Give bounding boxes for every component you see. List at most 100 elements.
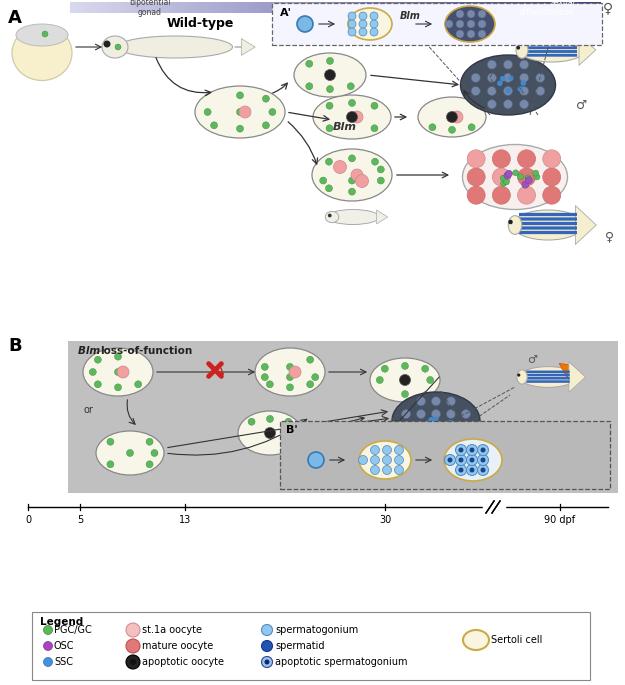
- Text: PGC/GC: PGC/GC: [54, 625, 92, 635]
- Bar: [253, 2, 256, 13]
- Circle shape: [114, 384, 121, 391]
- Bar: [382, 2, 386, 13]
- Circle shape: [126, 623, 140, 637]
- Bar: [441, 2, 444, 13]
- Circle shape: [262, 95, 269, 102]
- Circle shape: [351, 111, 363, 123]
- Bar: [420, 2, 423, 13]
- Bar: [322, 2, 325, 13]
- Circle shape: [446, 435, 456, 444]
- Bar: [189, 2, 192, 13]
- FancyBboxPatch shape: [527, 47, 577, 49]
- Bar: [277, 2, 280, 13]
- Circle shape: [518, 150, 536, 168]
- Circle shape: [378, 166, 384, 173]
- Bar: [356, 2, 359, 13]
- Circle shape: [456, 445, 466, 456]
- Circle shape: [402, 422, 411, 432]
- Circle shape: [269, 108, 276, 116]
- Circle shape: [522, 181, 529, 188]
- Circle shape: [536, 73, 545, 82]
- Bar: [494, 2, 497, 13]
- Bar: [86, 2, 89, 13]
- Text: Blm: Blm: [333, 122, 357, 132]
- Circle shape: [456, 455, 466, 466]
- Circle shape: [326, 125, 333, 132]
- Circle shape: [401, 390, 409, 397]
- FancyArrowPatch shape: [377, 210, 388, 224]
- Circle shape: [126, 655, 140, 669]
- Bar: [96, 2, 99, 13]
- Circle shape: [488, 73, 496, 82]
- Circle shape: [448, 458, 452, 462]
- Circle shape: [44, 641, 53, 651]
- Bar: [589, 2, 592, 13]
- Circle shape: [466, 445, 478, 456]
- Circle shape: [459, 447, 464, 453]
- Bar: [213, 2, 216, 13]
- Bar: [544, 2, 548, 13]
- Circle shape: [492, 150, 511, 168]
- Ellipse shape: [325, 212, 339, 223]
- Ellipse shape: [392, 392, 480, 450]
- Text: or: or: [83, 405, 93, 415]
- Bar: [316, 2, 319, 13]
- Bar: [202, 2, 206, 13]
- Circle shape: [285, 419, 292, 425]
- Circle shape: [326, 158, 332, 165]
- Bar: [121, 2, 124, 13]
- Bar: [198, 2, 201, 13]
- Circle shape: [467, 30, 475, 38]
- Text: Blm: Blm: [400, 11, 421, 21]
- Bar: [431, 2, 434, 13]
- Circle shape: [467, 10, 475, 18]
- Circle shape: [506, 170, 512, 177]
- Ellipse shape: [444, 439, 502, 481]
- Bar: [436, 2, 439, 13]
- Bar: [102, 2, 105, 13]
- Bar: [181, 2, 184, 13]
- Circle shape: [371, 102, 378, 109]
- Circle shape: [478, 30, 486, 38]
- Bar: [232, 2, 235, 13]
- Bar: [584, 2, 587, 13]
- Bar: [280, 421, 610, 489]
- Circle shape: [429, 124, 436, 131]
- Circle shape: [42, 31, 48, 37]
- Bar: [256, 2, 259, 13]
- Bar: [147, 2, 150, 13]
- Bar: [378, 2, 381, 13]
- Bar: [518, 2, 521, 13]
- Circle shape: [518, 186, 536, 204]
- Circle shape: [500, 175, 506, 181]
- Circle shape: [525, 175, 531, 181]
- Circle shape: [326, 102, 333, 109]
- Bar: [141, 2, 145, 13]
- Bar: [409, 2, 412, 13]
- Circle shape: [114, 353, 121, 360]
- Circle shape: [446, 397, 456, 406]
- Circle shape: [394, 456, 404, 464]
- Bar: [372, 2, 375, 13]
- Circle shape: [519, 100, 529, 109]
- Text: Blm: Blm: [78, 346, 104, 356]
- Bar: [406, 2, 410, 13]
- Bar: [32, 612, 590, 680]
- Circle shape: [416, 435, 426, 444]
- Circle shape: [468, 124, 475, 131]
- Ellipse shape: [348, 8, 392, 40]
- Circle shape: [266, 381, 273, 388]
- Circle shape: [359, 456, 368, 464]
- Circle shape: [542, 150, 561, 168]
- Bar: [417, 2, 420, 13]
- Circle shape: [444, 455, 456, 466]
- Bar: [396, 2, 399, 13]
- Circle shape: [107, 461, 114, 468]
- Bar: [158, 2, 161, 13]
- Circle shape: [466, 455, 478, 466]
- Circle shape: [446, 112, 458, 123]
- Bar: [470, 2, 473, 13]
- Circle shape: [146, 461, 153, 468]
- Bar: [327, 2, 330, 13]
- Bar: [311, 2, 314, 13]
